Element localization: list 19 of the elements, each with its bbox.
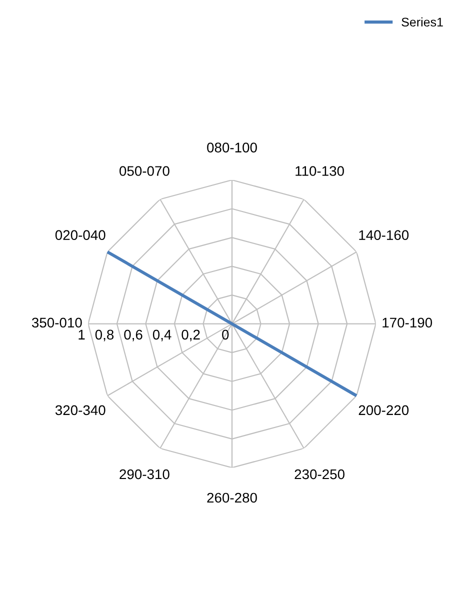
y-tick-label: 1 bbox=[78, 330, 85, 340]
spoke-label: 020-040 bbox=[55, 230, 106, 240]
spoke-label: 350-010 bbox=[32, 318, 82, 328]
spoke-label: 200-220 bbox=[358, 405, 409, 416]
y-tick-label: 0,8 bbox=[95, 330, 114, 342]
spoke-label: 110-130 bbox=[296, 166, 344, 176]
y-tick-label: 0,4 bbox=[152, 330, 172, 342]
spoke-label: 260-280 bbox=[207, 492, 257, 503]
spoke-label: 140-160 bbox=[359, 230, 409, 240]
spoke-label: 050-070 bbox=[120, 166, 170, 176]
spoke-label: 080-100 bbox=[207, 142, 257, 152]
y-tick-label: 0,6 bbox=[124, 330, 142, 342]
y-tick-label: 0,2 bbox=[182, 330, 200, 342]
spoke-label: 320-340 bbox=[55, 405, 106, 416]
spoke-label: 230-250 bbox=[294, 469, 344, 480]
spoke-label: 290-310 bbox=[120, 469, 170, 480]
spoke-label: 170-190 bbox=[382, 318, 432, 328]
y-tick-label: 0 bbox=[222, 330, 229, 340]
legend-label: Series1 bbox=[402, 17, 443, 27]
